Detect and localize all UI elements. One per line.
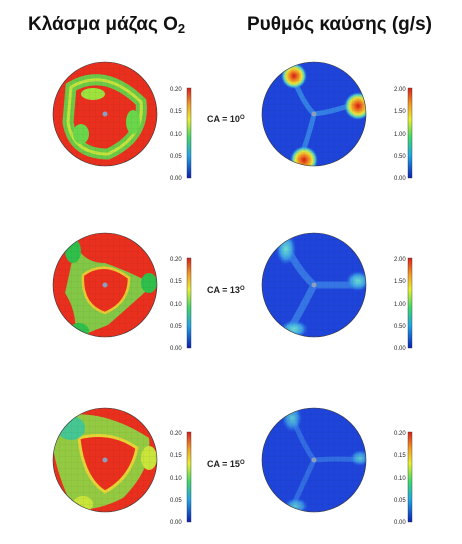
o2-colorbar-ca15: 0.20 0.15 0.10 0.05 0.00 <box>170 431 192 526</box>
injector-center-icon <box>311 282 317 288</box>
o2-contour-ca15 <box>52 407 158 513</box>
burn-rate-colorbar-ca13: 2.00 1.50 1.00 0.50 0.00 <box>394 257 413 352</box>
svg-text:0.05: 0.05 <box>170 498 182 504</box>
svg-text:1.00: 1.00 <box>394 302 406 308</box>
svg-text:0.20: 0.20 <box>170 257 182 263</box>
svg-text:0.50: 0.50 <box>394 154 406 160</box>
svg-text:0.10: 0.10 <box>394 476 406 482</box>
burn-rate-title: Ρυθμός καύσης (g/s) <box>247 14 432 35</box>
svg-text:0.00: 0.00 <box>170 520 182 526</box>
svg-text:0.20: 0.20 <box>394 431 406 437</box>
svg-text:0.00: 0.00 <box>170 176 182 182</box>
svg-text:0.05: 0.05 <box>394 498 406 504</box>
injector-center-icon <box>102 457 108 463</box>
burn-rate-colorbar-ca15: 0.20 0.15 0.10 0.05 0.00 <box>394 431 413 526</box>
svg-text:2.00: 2.00 <box>394 87 406 93</box>
injector-center-icon <box>102 282 108 288</box>
svg-text:0.50: 0.50 <box>394 324 406 330</box>
svg-text:0.10: 0.10 <box>170 302 182 308</box>
svg-text:0.15: 0.15 <box>394 453 406 459</box>
burn-rate-contour-ca13 <box>261 232 367 338</box>
svg-text:0.05: 0.05 <box>170 324 182 330</box>
svg-text:0.15: 0.15 <box>170 453 182 459</box>
o2-contour-ca10 <box>52 61 158 167</box>
crank-angle-label-15: CA = 15O <box>207 459 245 469</box>
svg-text:0.20: 0.20 <box>170 87 182 93</box>
svg-text:0.00: 0.00 <box>394 346 406 352</box>
o2-contour-ca13 <box>52 232 158 338</box>
svg-text:1.00: 1.00 <box>394 132 406 138</box>
svg-text:1.50: 1.50 <box>394 279 406 285</box>
crank-angle-label-10: CA = 10O <box>207 114 245 124</box>
svg-text:0.15: 0.15 <box>170 109 182 115</box>
svg-text:0.10: 0.10 <box>170 132 182 138</box>
svg-text:1.50: 1.50 <box>394 109 406 115</box>
svg-text:0.00: 0.00 <box>394 176 406 182</box>
crank-angle-label-13: CA = 13O <box>207 285 245 295</box>
svg-text:0.20: 0.20 <box>170 431 182 437</box>
injector-center-icon <box>311 111 317 117</box>
injector-center-icon <box>102 111 108 117</box>
svg-text:0.05: 0.05 <box>170 154 182 160</box>
burn-rate-contour-ca15 <box>261 407 367 513</box>
burn-rate-contour-ca10 <box>261 61 367 167</box>
svg-text:0.00: 0.00 <box>394 520 406 526</box>
svg-text:0.00: 0.00 <box>170 346 182 352</box>
o2-colorbar-ca13: 0.20 0.15 0.10 0.05 0.00 <box>170 257 192 352</box>
svg-text:0.10: 0.10 <box>170 476 182 482</box>
svg-text:0.15: 0.15 <box>170 279 182 285</box>
svg-text:2.00: 2.00 <box>394 257 406 263</box>
o2-colorbar-ca10: 0.20 0.15 0.10 0.05 0.00 <box>170 87 192 182</box>
injector-center-icon <box>311 457 317 463</box>
burn-rate-colorbar-ca10: 2.00 1.50 1.00 0.50 0.00 <box>394 87 413 182</box>
o2-mass-fraction-title: Κλάσμα μάζας O2 <box>28 14 186 36</box>
